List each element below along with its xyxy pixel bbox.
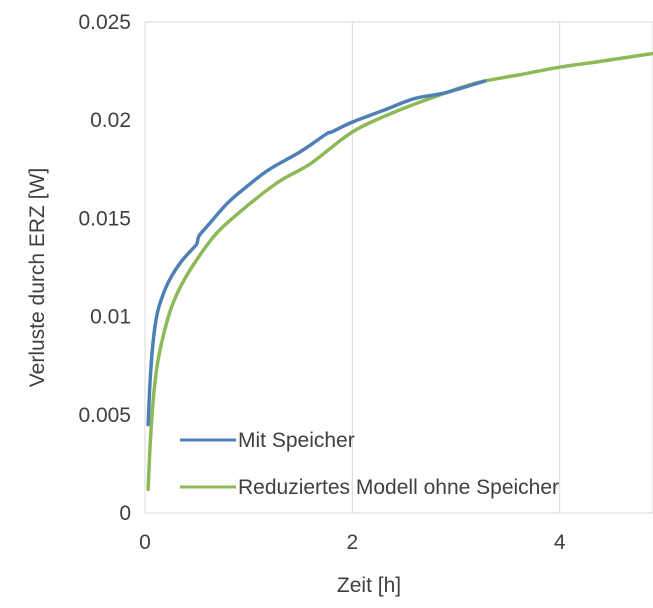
x-tick-label: 2: [347, 531, 359, 554]
x-tick-label: 0: [139, 531, 151, 554]
grid-lines: [351, 22, 561, 513]
x-tick-label: 4: [554, 531, 566, 554]
series-layer: [146, 51, 653, 492]
tick-labels: 0 2 4 0 0.005 0.01 0.015 0.02 0.025: [78, 11, 565, 554]
legend-label-mit-speicher: Mit Speicher: [238, 429, 355, 452]
y-tick-label: 0.025: [78, 11, 131, 34]
x-axis-title: Zeit [h]: [337, 574, 401, 597]
plot-area-frame: [144, 21, 653, 514]
legend: Mit Speicher Reduziertes Modell ohne Spe…: [180, 429, 559, 499]
legend-label-reduziertes-modell: Reduziertes Modell ohne Speicher: [238, 476, 559, 499]
series-line-reduziertes-modell: [146, 51, 653, 492]
series-line-mit-speicher: [146, 79, 487, 427]
y-tick-label: 0.01: [90, 306, 131, 329]
y-axis-title: Verluste durch ERZ [W]: [26, 168, 49, 387]
y-tick-label: 0.02: [90, 109, 131, 132]
y-tick-label: 0.005: [78, 404, 131, 427]
y-tick-label: 0: [119, 502, 131, 525]
y-tick-label: 0.015: [78, 207, 131, 230]
